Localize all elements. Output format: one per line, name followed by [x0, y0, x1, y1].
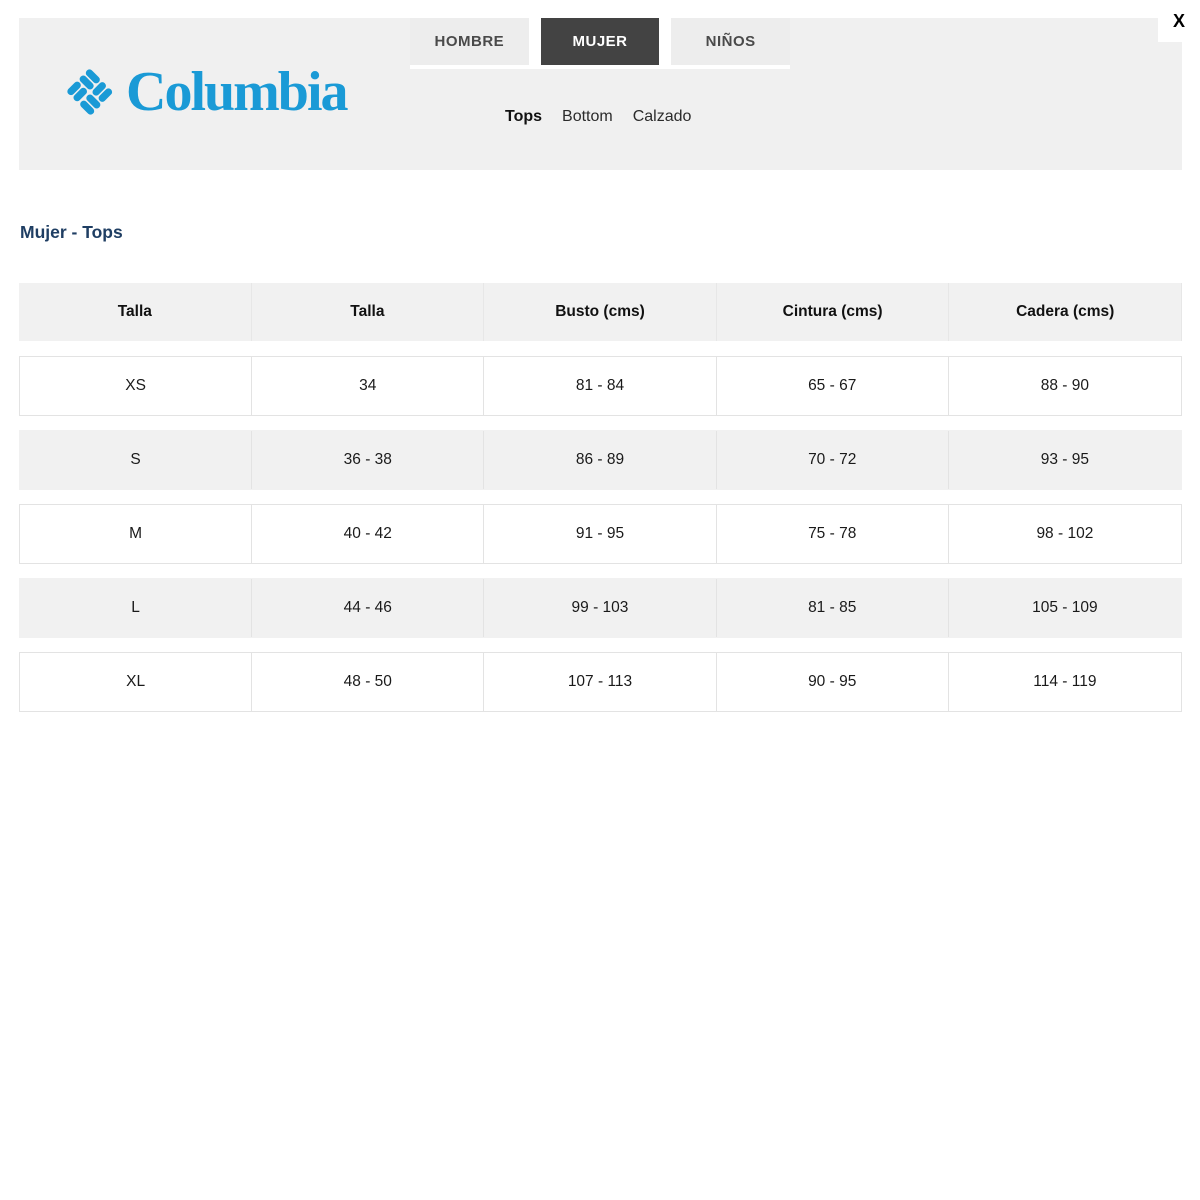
- tab-ninos[interactable]: NIÑOS: [671, 18, 791, 65]
- section-subnav: Tops Bottom Calzado: [505, 108, 691, 126]
- brand-wordmark: Columbia: [126, 61, 348, 123]
- subnav-item-calzado[interactable]: Calzado: [632, 108, 692, 125]
- table-cell: 93 - 95: [1040, 451, 1090, 468]
- modal-header: Columbia HOMBRE MUJER NIÑOS Tops Bottom Calz…: [19, 18, 1182, 170]
- columbia-logo: Columbia: [63, 61, 348, 123]
- table-header-row: Talla Talla Busto (cms) Cintura (cms) Cadera…: [19, 283, 1182, 341]
- table-cell: 48 - 50: [252, 653, 485, 711]
- table-cell: L: [20, 579, 253, 637]
- table-cell: 88 - 90: [1040, 377, 1090, 394]
- table-cell: 44 - 46: [252, 579, 485, 637]
- table-cell: XL: [20, 653, 253, 711]
- table-row: L 44 - 46 99 - 103 81 - 85 105 - 109: [19, 578, 1182, 638]
- table-cell: 114 - 119: [1033, 673, 1097, 690]
- table-row: S 36 - 38 86 - 89 70 - 72 93 - 95: [19, 430, 1182, 490]
- table-cell: 107 - 113: [484, 653, 717, 711]
- table-cell: 90 - 95: [717, 653, 949, 711]
- table-row: XL 48 - 50 107 - 113 90 - 95 114 - 119: [19, 652, 1182, 712]
- column-header: Cadera (cms): [949, 283, 1182, 341]
- tab-mujer[interactable]: MUJER: [540, 18, 660, 65]
- table-cell: 98 - 102: [1036, 525, 1094, 542]
- table-cell: 36 - 38: [252, 431, 485, 489]
- table-cell: XS: [20, 357, 253, 415]
- table-cell: S: [20, 431, 253, 489]
- columbia-emblem-icon: [67, 69, 113, 115]
- close-button[interactable]: X: [1158, 0, 1200, 42]
- subnav-item-bottom[interactable]: Bottom: [562, 108, 613, 125]
- table-cell: 91 - 95: [484, 505, 717, 563]
- column-header: Talla: [252, 283, 485, 341]
- table-cell: 75 - 78: [717, 505, 949, 563]
- table-row: M 40 - 42 91 - 95 75 - 78 98 - 102: [19, 504, 1182, 564]
- table-cell: 70 - 72: [717, 431, 949, 489]
- page-title: Mujer - Tops: [20, 222, 123, 242]
- table-cell: 65 - 67: [717, 357, 949, 415]
- category-tabs: HOMBRE MUJER NIÑOS: [410, 18, 791, 69]
- column-header: Busto (cms): [484, 283, 717, 341]
- table-body: XS 34 81 - 84 65 - 67 88 - 90 S 36 - 38 86 - 89…: [19, 356, 1182, 712]
- subnav-item-tops[interactable]: Tops: [505, 108, 543, 125]
- table-cell: 99 - 103: [484, 579, 717, 637]
- column-header: Cintura (cms): [717, 283, 950, 341]
- table-cell: 86 - 89: [484, 431, 717, 489]
- table-cell: M: [20, 505, 253, 563]
- table-cell: 40 - 42: [252, 505, 485, 563]
- table-cell: 34: [252, 357, 485, 415]
- table-row: XS 34 81 - 84 65 - 67 88 - 90: [19, 356, 1182, 416]
- table-cell: 105 - 109: [1032, 599, 1098, 616]
- close-box: X: [1158, 0, 1200, 42]
- table-cell: 81 - 85: [717, 579, 949, 637]
- column-header: Talla: [19, 283, 252, 341]
- tab-hombre[interactable]: HOMBRE: [410, 18, 529, 65]
- table-cell: 81 - 84: [484, 357, 717, 415]
- size-table: Talla Talla Busto (cms) Cintura (cms) Cadera…: [19, 283, 1182, 726]
